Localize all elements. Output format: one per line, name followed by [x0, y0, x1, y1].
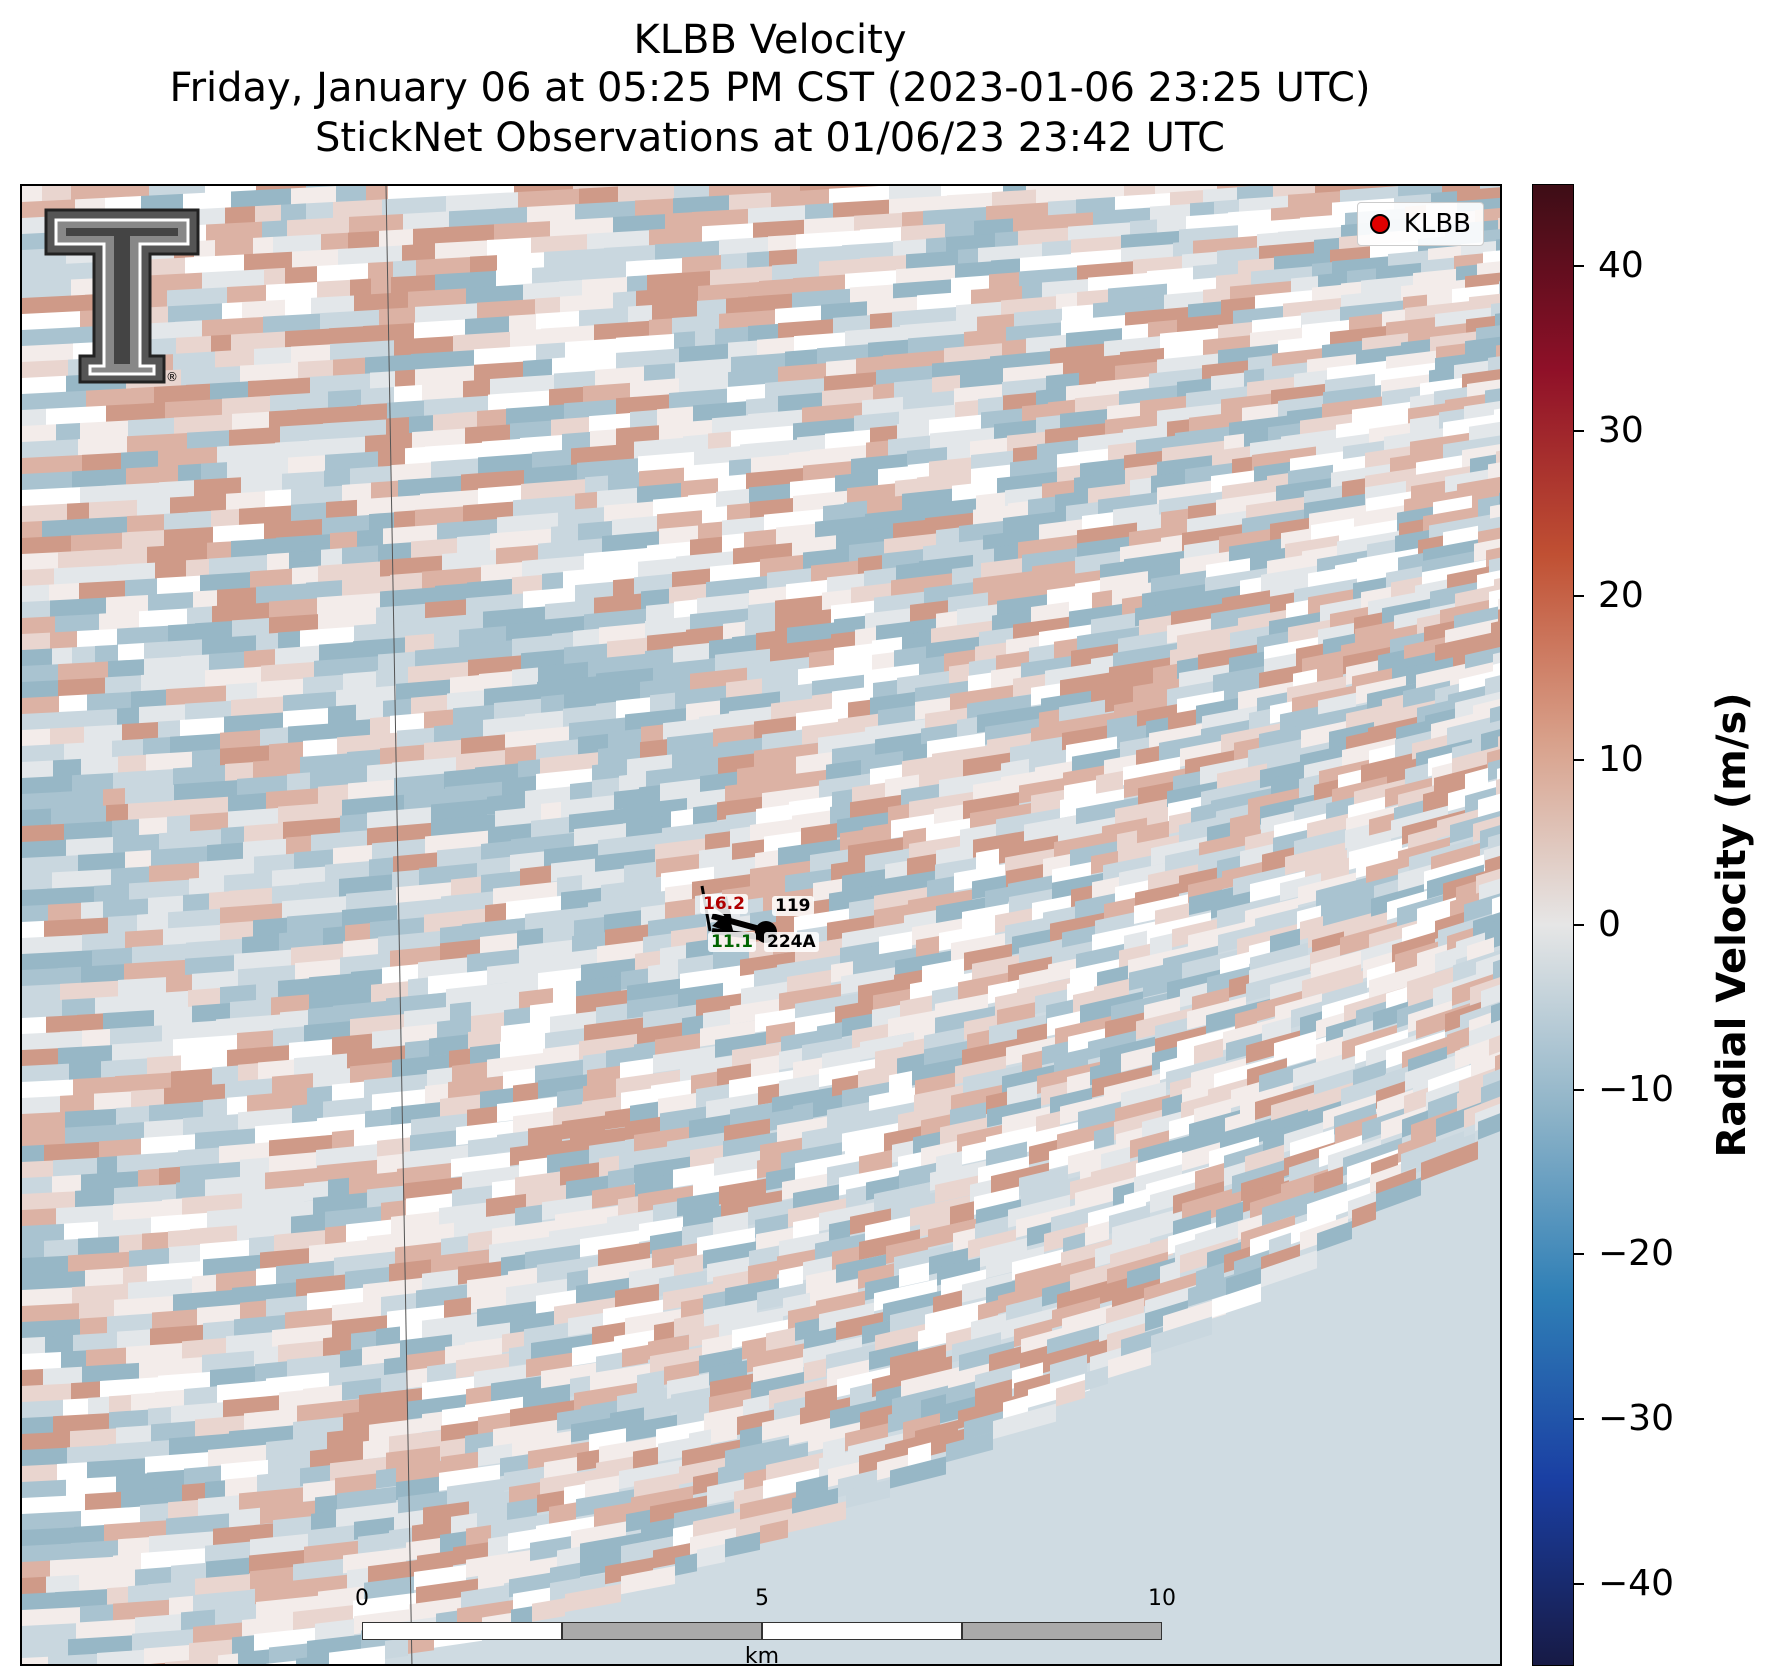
station-119-value: 16.2	[700, 894, 748, 914]
legend-label: KLBB	[1403, 209, 1471, 239]
scale-segment	[762, 1622, 962, 1640]
colorbar-tick: 10	[1574, 742, 1644, 778]
scale-tick-5: 5	[755, 1586, 769, 1611]
colorbar-tick: −20	[1574, 1236, 1674, 1272]
chart-subtitle-observations: StickNet Observations at 01/06/23 23:42 …	[315, 115, 1225, 161]
colorbar-label: Radial Velocity (m/s)	[1709, 692, 1755, 1158]
colorbar-tick: 0	[1574, 907, 1621, 943]
colorbar-tick: −10	[1574, 1071, 1674, 1108]
map-legend: KLBB	[1356, 202, 1484, 246]
colorbar	[1532, 184, 1574, 1666]
scale-segment	[362, 1622, 562, 1640]
registered-mark: ®	[166, 370, 178, 384]
colorbar-tick: −40	[1574, 1565, 1674, 1602]
colorbar-tick: 30	[1574, 413, 1644, 449]
colorbar-tick: 20	[1574, 577, 1644, 614]
scale-segment	[562, 1622, 762, 1640]
scale-bar: 0 5 10 km	[355, 1586, 1176, 1666]
colorbar-tick: −30	[1574, 1401, 1674, 1437]
scale-tick-10: 10	[1148, 1586, 1176, 1611]
station-119-id: 119	[772, 896, 814, 916]
station-224a-value: 11.1	[708, 932, 756, 952]
radar-velocity-map[interactable]: ® KLBB 16.2 119 11.1 224A 0 5 10 km	[20, 184, 1502, 1666]
station-224a-id: 224A	[764, 932, 819, 952]
colorbar-tick: 40	[1574, 248, 1644, 284]
klbb-marker-icon	[1369, 214, 1390, 234]
scale-unit: km	[744, 1644, 780, 1666]
scale-tick-0: 0	[355, 1586, 369, 1611]
chart-subtitle-time: Friday, January 06 at 05:25 PM CST (2023…	[169, 65, 1371, 111]
scale-segment	[962, 1622, 1162, 1640]
chart-title: KLBB Velocity	[633, 17, 907, 63]
